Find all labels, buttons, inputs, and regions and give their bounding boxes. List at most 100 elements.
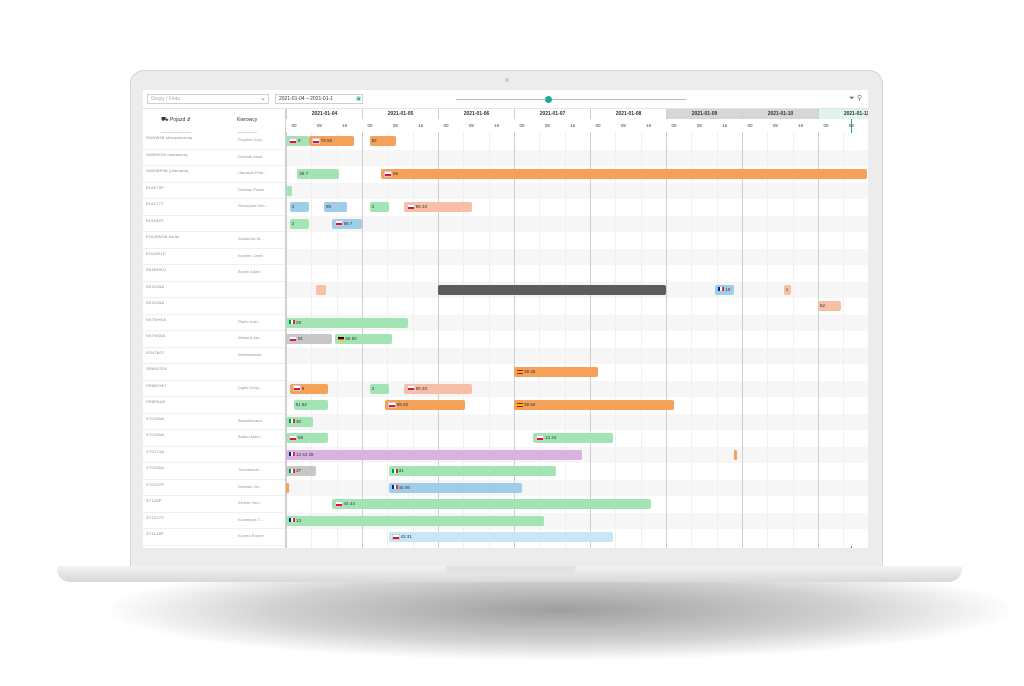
vehicle-row[interactable]: SK2BHKU Bosek Adam	[143, 265, 285, 282]
vehicle-row[interactable]: SK7NHEA Piwko Kazi...	[143, 315, 285, 331]
panel-divider[interactable]	[285, 109, 286, 548]
trip-bar[interactable]: 13	[286, 515, 545, 526]
trip-bar[interactable]: 39 36	[514, 367, 598, 377]
vehicle-row[interactable]: DW4W28 ubezpieczony Przybek Krzy...	[143, 133, 285, 150]
trip-bar-label: 30	[296, 418, 302, 424]
vehicle-row[interactable]: ST0195A Teresiewski...	[143, 463, 285, 480]
trip-bar[interactable]: 31	[388, 466, 556, 476]
vehicle-row[interactable]: ST128P Kleiner Hen...	[143, 496, 285, 513]
trip-bar[interactable]: 95	[324, 202, 347, 212]
day-header[interactable]: 2021-01-08	[590, 109, 666, 119]
vehicle-row[interactable]: ST0174A	[143, 447, 285, 463]
day-header[interactable]: 2021-01-09	[666, 109, 742, 119]
trip-bar[interactable]: 92	[369, 136, 397, 146]
trip-bar[interactable]: 26 7	[297, 169, 340, 179]
trip-bar[interactable]	[734, 449, 738, 460]
flag-pl-icon	[289, 137, 297, 144]
trip-bar[interactable]: 95 33	[403, 202, 473, 212]
trip-bar[interactable]: 3	[369, 383, 389, 394]
trip-bar[interactable]: 91 92	[293, 400, 328, 410]
vehicle-row[interactable]: EL5177T Skoczylas Hen...	[143, 199, 285, 216]
vehicle-row[interactable]: ST0159A Bratko Mare...	[143, 430, 285, 447]
date-range-input[interactable]: 2021-01-04 – 2021-01-1 ▣	[275, 94, 363, 104]
vehicle-row[interactable]: DW8VK09 dostawczy Dzimiak Anna	[143, 150, 285, 166]
vehicle-row[interactable]: SR8879KT Dąbik Krzys...	[143, 381, 285, 397]
zoom-slider-handle[interactable]	[545, 96, 552, 103]
vehicle-row[interactable]: EGU5K1P Krawiec Jarek	[143, 249, 285, 265]
trip-bar[interactable]: 37	[286, 466, 317, 476]
hour-gridline	[412, 132, 414, 548]
trip-bar[interactable]: 95 33	[403, 383, 473, 394]
trip-bar-label: 92	[371, 138, 377, 143]
trip-bar[interactable]: 95 7	[331, 218, 362, 229]
trip-bar-label: 78 59	[320, 138, 333, 143]
day-gridline	[666, 132, 667, 548]
trip-bar[interactable]: 39 60	[514, 400, 674, 410]
day-header[interactable]: 2021-01-11	[818, 109, 868, 119]
search-icon[interactable]: ⚲	[857, 95, 863, 102]
trip-bar[interactable]	[316, 284, 326, 295]
trip-bar[interactable]: 55 90	[335, 334, 393, 344]
day-header[interactable]: 2021-01-07	[514, 109, 590, 119]
vehicle-row[interactable]: SO4760T Waniszewski...	[143, 348, 285, 364]
trip-bar[interactable]: 2	[289, 202, 309, 212]
driver-label: Dziekan Jer...	[238, 483, 263, 489]
trip-bar-label: 95 33	[415, 385, 428, 391]
flag-pl-icon	[536, 434, 544, 441]
vehicle-row[interactable]: ST1128P Kozera Robert	[143, 529, 285, 546]
trip-bar[interactable]: 29	[286, 317, 408, 328]
vehicle-row[interactable]: EL5189T	[143, 216, 285, 232]
trip-bar[interactable]	[286, 185, 293, 196]
trip-bar[interactable]: 65	[381, 169, 868, 179]
driver-label: Dzimiak Anna	[238, 153, 263, 159]
vehicle-row[interactable]: SR8912FA	[143, 364, 285, 381]
sort-icon[interactable]: ⇵	[186, 117, 191, 123]
trip-bar[interactable]: 43 31	[388, 532, 613, 542]
trip-bar[interactable]: 30	[286, 416, 313, 427]
trip-bar-label: 26 7	[299, 171, 309, 176]
vehicle-row[interactable]: DWKWP98 (chłodnia) Harnacki Piotr...	[143, 166, 285, 183]
trip-bar[interactable]	[438, 284, 666, 295]
vehicle-row[interactable]: SK7NS5A Wabara Jan...	[143, 331, 285, 348]
vehicle-row[interactable]: ST1227P Kowalczyk T...	[143, 513, 285, 529]
vehicle-row[interactable]: ST0197P Dziekan Jer...	[143, 480, 285, 496]
hour-gridline	[564, 132, 566, 548]
trip-bar[interactable]: 44 44	[331, 499, 651, 509]
vehicle-row[interactable]: ST0159A Banaśkiewicz...	[143, 414, 285, 430]
trip-bar[interactable]: 19	[715, 284, 735, 295]
calendar-icon[interactable]: ▣	[356, 96, 361, 102]
vehicle-column-header[interactable]: ⛟ Pojazd ⇵	[161, 109, 191, 133]
vehicle-row[interactable]: EL5079P Dzimiak Pawel	[143, 183, 285, 199]
trip-bar[interactable]: 13 44 28	[286, 449, 583, 460]
trip-bar[interactable]	[286, 482, 290, 493]
vehicle-label: SR8879KT	[146, 382, 168, 388]
trip-bar[interactable]: 46 06	[388, 482, 522, 493]
day-header[interactable]: 2021-01-04	[286, 109, 362, 119]
day-header[interactable]: 2021-01-06	[438, 109, 514, 119]
row-background	[286, 463, 868, 480]
trip-bar[interactable]: 8	[286, 136, 309, 146]
trip-bar[interactable]: 58	[286, 433, 328, 443]
day-header[interactable]: 2021-01-05	[362, 109, 438, 119]
day-gridline	[514, 132, 515, 548]
vehicle-row[interactable]: SK1026A	[143, 298, 285, 315]
trip-bar[interactable]: 2	[289, 218, 309, 229]
trip-bar[interactable]: 98 33	[384, 400, 465, 410]
group-select[interactable]: Grupy / Flota ⌄	[147, 94, 269, 104]
trip-bar[interactable]: 62	[818, 301, 841, 311]
vehicle-row[interactable]: SR8PAA9	[143, 397, 285, 414]
filter-icon[interactable]: ⏷	[849, 95, 855, 102]
vehicle-row[interactable]: EGU5WG8 kurier Szadurski W...	[143, 232, 285, 249]
trip-bar[interactable]: 9	[289, 383, 328, 394]
trip-bar[interactable]: 78 59	[308, 136, 355, 146]
hour-label: 16	[722, 123, 728, 128]
vehicle-row[interactable]: SK1026A	[143, 282, 285, 298]
day-header[interactable]: 2021-01-10	[742, 109, 818, 119]
trip-bar[interactable]: 2	[369, 202, 389, 212]
trip-bar[interactable]: 1	[783, 284, 792, 295]
zoom-slider[interactable]	[456, 99, 686, 100]
trip-bar[interactable]: 13 44	[533, 433, 613, 443]
hour-label: 08	[392, 123, 398, 128]
trip-bar[interactable]: 51	[286, 334, 332, 344]
driver-label: Teresiewski...	[238, 467, 263, 472]
